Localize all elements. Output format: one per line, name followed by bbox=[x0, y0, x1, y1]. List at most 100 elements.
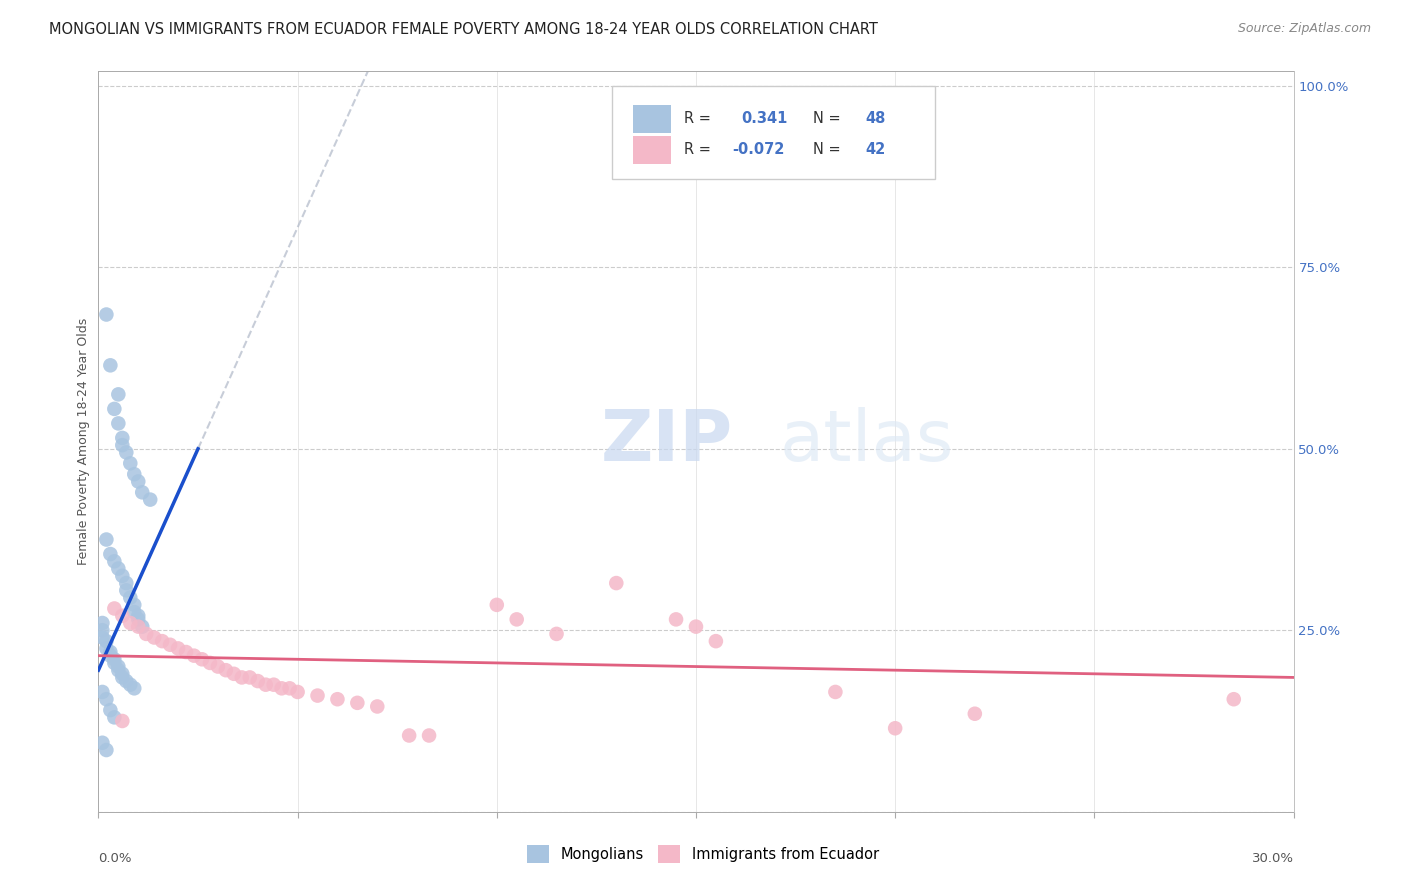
Point bbox=[127, 612, 149, 626]
Point bbox=[506, 612, 529, 626]
Text: R =: R = bbox=[685, 111, 716, 126]
Point bbox=[546, 627, 568, 641]
Point bbox=[98, 359, 122, 373]
Text: ZIP: ZIP bbox=[600, 407, 733, 476]
Point bbox=[98, 645, 122, 659]
Point bbox=[143, 631, 166, 645]
Text: 0.0%: 0.0% bbox=[98, 853, 132, 865]
Point bbox=[246, 674, 269, 689]
Point bbox=[107, 561, 129, 575]
Point bbox=[231, 670, 253, 684]
Point bbox=[115, 576, 138, 591]
Point bbox=[111, 569, 134, 583]
Point bbox=[605, 576, 627, 591]
Legend: Mongolians, Immigrants from Ecuador: Mongolians, Immigrants from Ecuador bbox=[522, 839, 884, 869]
Point bbox=[96, 308, 118, 322]
Point bbox=[107, 659, 129, 673]
Point bbox=[215, 663, 238, 677]
Point bbox=[96, 634, 118, 648]
Text: 30.0%: 30.0% bbox=[1251, 853, 1294, 865]
Point bbox=[124, 467, 146, 482]
Point bbox=[418, 729, 440, 743]
Point bbox=[127, 608, 149, 623]
Text: N =: N = bbox=[813, 111, 845, 126]
Point bbox=[685, 619, 707, 633]
Point bbox=[103, 554, 125, 568]
Text: atlas: atlas bbox=[779, 407, 955, 476]
FancyBboxPatch shape bbox=[633, 104, 671, 133]
Point bbox=[103, 652, 125, 666]
Point bbox=[120, 591, 142, 605]
Point bbox=[150, 634, 173, 648]
Point bbox=[96, 533, 118, 547]
Text: N =: N = bbox=[813, 142, 845, 157]
Point bbox=[111, 608, 134, 623]
Text: MONGOLIAN VS IMMIGRANTS FROM ECUADOR FEMALE POVERTY AMONG 18-24 YEAR OLDS CORREL: MONGOLIAN VS IMMIGRANTS FROM ECUADOR FEM… bbox=[49, 22, 879, 37]
Point bbox=[131, 485, 153, 500]
Point bbox=[159, 638, 181, 652]
Point bbox=[120, 456, 142, 470]
FancyBboxPatch shape bbox=[613, 87, 935, 178]
Point bbox=[167, 641, 190, 656]
Point bbox=[120, 615, 142, 630]
Point bbox=[120, 678, 142, 692]
Point bbox=[270, 681, 292, 696]
FancyBboxPatch shape bbox=[633, 136, 671, 164]
Point bbox=[91, 631, 114, 645]
Point bbox=[198, 656, 221, 670]
Point bbox=[124, 681, 146, 696]
Point bbox=[124, 598, 146, 612]
Point bbox=[124, 605, 146, 619]
Point bbox=[96, 692, 118, 706]
Point bbox=[326, 692, 349, 706]
Text: Source: ZipAtlas.com: Source: ZipAtlas.com bbox=[1237, 22, 1371, 36]
Point bbox=[207, 659, 229, 673]
Point bbox=[135, 627, 157, 641]
Point bbox=[107, 387, 129, 401]
Point bbox=[131, 619, 153, 633]
Point bbox=[111, 670, 134, 684]
Point bbox=[665, 612, 688, 626]
Point bbox=[111, 438, 134, 452]
Point bbox=[91, 685, 114, 699]
Point bbox=[127, 619, 149, 633]
Point bbox=[98, 648, 122, 663]
Point bbox=[103, 401, 125, 416]
Point bbox=[111, 666, 134, 681]
Point bbox=[1223, 692, 1246, 706]
Point bbox=[103, 710, 125, 724]
Point bbox=[963, 706, 986, 721]
Point bbox=[98, 703, 122, 717]
Point bbox=[111, 431, 134, 445]
Point bbox=[127, 475, 149, 489]
Point bbox=[98, 547, 122, 561]
Point bbox=[91, 615, 114, 630]
Text: R =: R = bbox=[685, 142, 716, 157]
Point bbox=[263, 678, 285, 692]
Point bbox=[346, 696, 368, 710]
Point bbox=[884, 721, 907, 735]
Point bbox=[824, 685, 846, 699]
Point bbox=[174, 645, 197, 659]
Point bbox=[96, 641, 118, 656]
Point bbox=[183, 648, 205, 663]
Point bbox=[96, 743, 118, 757]
Point bbox=[107, 663, 129, 677]
Point bbox=[115, 583, 138, 598]
Point bbox=[111, 714, 134, 728]
Point bbox=[278, 681, 301, 696]
Point bbox=[103, 656, 125, 670]
Point bbox=[139, 492, 162, 507]
Point bbox=[254, 678, 277, 692]
Text: 42: 42 bbox=[866, 142, 886, 157]
Text: -0.072: -0.072 bbox=[733, 142, 785, 157]
Point bbox=[222, 666, 245, 681]
Text: 0.341: 0.341 bbox=[741, 111, 787, 126]
Text: 48: 48 bbox=[866, 111, 886, 126]
Point bbox=[287, 685, 309, 699]
Point bbox=[115, 674, 138, 689]
Point bbox=[366, 699, 388, 714]
Point bbox=[91, 736, 114, 750]
Point bbox=[107, 417, 129, 431]
Point bbox=[485, 598, 508, 612]
